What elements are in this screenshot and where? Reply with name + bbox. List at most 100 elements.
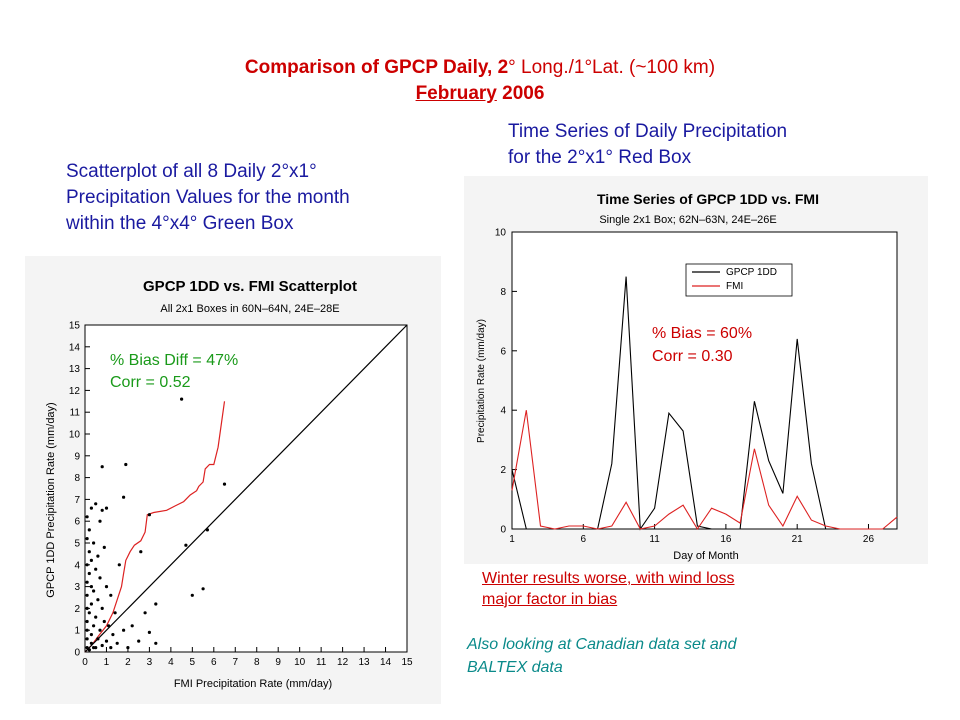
scatter-y-tick-label: 12 [69,386,81,397]
scatter-y-tick-label: 14 [69,342,81,353]
ts-x-tick-label: 26 [863,534,875,545]
scatter-point [92,589,96,593]
scatter-point [107,624,111,628]
scatter-y-tick-label: 11 [70,408,81,419]
scatter-point [87,611,91,615]
scatter-chart: GPCP 1DD vs. FMI Scatterplot All 2x1 Box… [45,278,413,690]
scatter-point [85,637,89,641]
ts-legend-gpcp-label: GPCP 1DD [726,267,777,278]
scatter-x-axis-label: FMI Precipitation Rate (mm/day) [174,678,332,690]
scatter-point [89,602,93,606]
scatter-point [104,585,109,589]
scatter-point [92,541,96,545]
scatter-point [117,563,121,567]
scatter-point [147,513,151,517]
scatter-point [89,585,93,589]
ts-x-axis-label: Day of Month [673,550,738,562]
scatter-point [109,646,113,650]
scatter-point [109,593,113,597]
ts-legend-fmi-label: FMI [726,281,743,292]
scatter-point [126,646,130,650]
ts-x-tick-label: 1 [509,534,515,545]
scatter-point [94,615,98,619]
scatter-point [89,633,93,637]
title-bold-part: Comparison of GPCP Daily, [244,57,493,78]
ts-legend: GPCP 1DD FMI [685,263,793,297]
scatter-point [85,593,89,597]
winter-note-line: Winter results worse, with wind loss [482,570,735,587]
ts-desc-line: Time Series of Daily Precipitation [508,121,788,142]
scatter-y-tick-label: 13 [69,364,81,375]
scatter-desc-line: Scatterplot of all 8 Daily 2°x1° [66,161,317,182]
scatter-x-tick-label: 2 [125,657,131,668]
scatter-point [85,537,89,541]
scatter-point [222,482,227,486]
scatter-x-tick-label: 4 [168,657,174,668]
scatter-point [85,606,89,610]
scatter-chart-subtitle: All 2x1 Boxes in 60N–64N, 24E–28E [160,303,339,315]
ts-x-tick-label: 11 [649,534,660,545]
scatter-point [104,639,109,643]
scatter-x-tick-label: 10 [294,657,306,668]
scatter-y-tick-label: 15 [69,321,81,332]
ts-y-tick-label: 2 [500,465,506,476]
scatter-point [89,558,93,562]
ts-series-fmi-line [511,410,898,531]
scatter-point [130,624,134,628]
scatter-point [89,506,93,510]
scatter-x-tick-label: 13 [359,657,371,668]
scatter-point [111,633,115,637]
title-resolution-number: 2 [497,57,509,78]
scatter-point [98,519,102,523]
scatter-y-tick-label: 5 [74,539,80,550]
scatter-desc-line: within the 4°x4° Green Box [66,213,294,234]
scatter-chart-panel: GPCP 1DD vs. FMI Scatterplot All 2x1 Box… [25,256,441,704]
scatter-x-tick-label: 3 [147,657,153,668]
ts-chart-subtitle: Single 2x1 Box; 62N–63N, 24E–26E [599,214,776,226]
scatter-one-to-one-line [84,324,408,653]
scatter-point [96,637,100,641]
scatter-point [100,606,104,610]
scatter-point [205,528,209,532]
scatter-y-tick-label: 2 [74,604,80,615]
ts-y-tick-label: 6 [500,346,506,357]
scatter-y-axis-label: GPCP 1DD Precipitation Rate (mm/day) [45,402,57,597]
scatter-point [122,495,126,499]
scatter-x-tick-label: 1 [104,657,110,668]
scatter-point [89,641,93,645]
scatter-point [87,528,91,532]
scatter-point [201,587,205,591]
scatter-point [100,643,104,648]
scatter-point [147,630,151,634]
scatter-point [104,506,109,510]
scatter-x-tick-label: 6 [211,657,217,668]
title-resolution-text: ° Long./1°Lat. (~100 km) [508,57,716,78]
scatter-point [98,576,102,580]
scatter-x-tick-label: 0 [82,657,88,668]
scatter-y-tick-label: 6 [74,517,80,528]
scatter-point [85,619,89,624]
scatter-point [180,397,184,401]
ts-y-tick-label: 4 [500,406,506,417]
scatter-point [102,545,106,549]
scatter-fit-curve [84,401,226,653]
ts-x-tick-label: 21 [792,534,804,545]
scatter-x-tick-label: 12 [337,657,349,668]
scatter-point [85,628,89,632]
scatter-x-tick-label: 8 [254,657,260,668]
ts-desc-line: for the 2°x1° Red Box [508,147,692,168]
scatter-point [87,648,91,652]
page-title-line-2: February 2006 [0,83,960,105]
scatter-point [92,624,96,628]
scatter-point [92,646,96,650]
title-month: February [415,83,497,104]
ts-annotation-bias: % Bias = 60% [652,325,752,342]
scatter-point [139,550,143,554]
scatterplot-description: Scatterplot of all 8 Daily 2°x1° Precipi… [66,159,350,237]
scatter-point [100,508,104,512]
ts-y-tick-label: 0 [500,525,506,536]
ts-y-tick-label: 10 [495,228,507,239]
ts-series-gpcp-line [511,276,897,531]
scatter-point [100,465,104,469]
winter-note: Winter results worse, with wind loss maj… [482,568,735,610]
